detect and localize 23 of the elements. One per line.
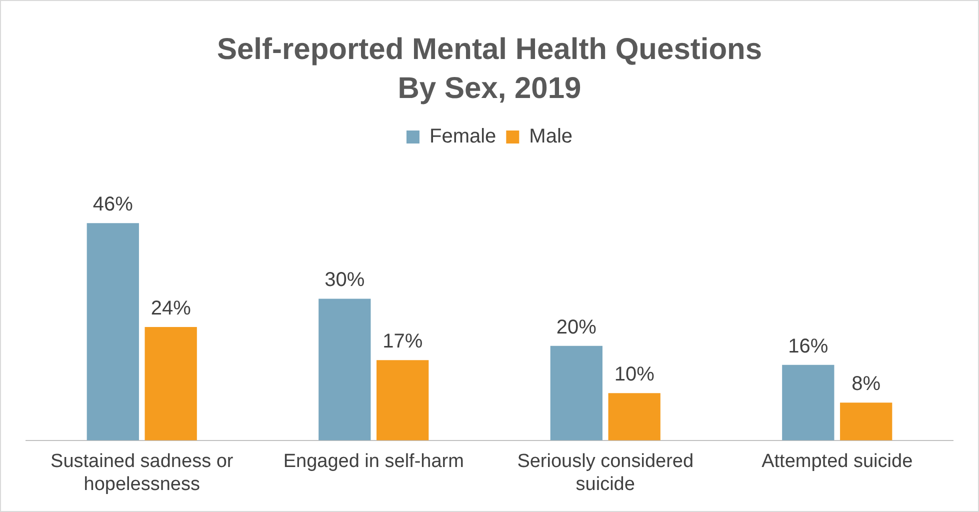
legend-label: Male xyxy=(529,126,573,148)
data-label: 24% xyxy=(150,298,192,320)
x-tick-label: Attempted suicide xyxy=(762,451,913,472)
data-label: 10% xyxy=(614,364,655,386)
data-label: 8% xyxy=(852,373,881,396)
bar xyxy=(550,346,602,440)
x-tick-label: Seriously considered suicide xyxy=(517,451,694,495)
bar xyxy=(144,327,197,440)
data-label: 16% xyxy=(788,335,828,358)
bar xyxy=(86,223,139,440)
bar xyxy=(782,364,834,440)
bar xyxy=(376,360,429,440)
bar xyxy=(608,393,660,440)
x-tick-label: Sustained sadness or hopelessness xyxy=(50,451,234,495)
data-label: 46% xyxy=(92,194,134,216)
bar xyxy=(840,402,892,440)
data-label: 30% xyxy=(324,269,365,292)
x-tick-label: Engaged in self-harm xyxy=(283,451,464,472)
data-label: 17% xyxy=(382,330,423,353)
data-label: 20% xyxy=(556,316,597,338)
chart-title: Self-reported Mental Health Questions By Sex, 2019 xyxy=(216,32,762,105)
bar xyxy=(318,298,371,440)
legend-label: Female xyxy=(429,126,496,148)
